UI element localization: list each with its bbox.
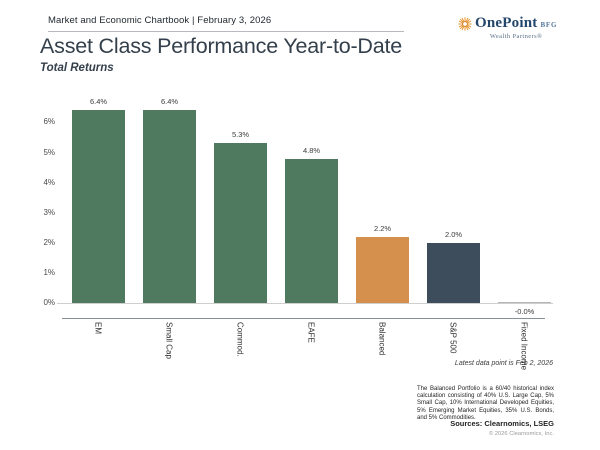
sources-line: Sources: Clearnomics, LSEG <box>450 419 554 428</box>
y-axis-tick-label: 0% <box>43 298 55 307</box>
y-axis-tick-label: 2% <box>43 237 55 247</box>
logo-text: OnePoint BFG Wealth Partners® <box>475 15 557 40</box>
logo-tagline: Wealth Partners® <box>489 33 543 40</box>
x-axis-category-label: Commod. <box>235 322 245 357</box>
balanced-portfolio-footnote: The Balanced Portfolio is a 60/40 histor… <box>417 386 554 421</box>
x-axis-baseline <box>57 303 553 304</box>
y-axis-tick-label: 6% <box>43 117 55 127</box>
header-divider <box>48 31 404 32</box>
x-axis-line <box>62 318 545 319</box>
bar-value-label: 2.2% <box>373 224 392 233</box>
bar-value-label: 4.8% <box>302 146 321 155</box>
bar-value-label: -0.0% <box>514 307 535 316</box>
x-axis-category-label: Small Cap <box>164 322 174 359</box>
x-axis-category-label: Balanced <box>377 322 387 356</box>
y-axis-tick-label: 1% <box>43 267 55 277</box>
bar-value-label: 6.4% <box>89 97 108 106</box>
page-title: Asset Class Performance Year-to-Date <box>40 34 403 58</box>
onepoint-logo: OnePoint BFG Wealth Partners® <box>458 15 557 40</box>
bar-s-p-500 <box>427 243 480 303</box>
bar-fixed-income <box>498 302 551 303</box>
bar-value-label: 6.4% <box>160 97 179 106</box>
bar-value-label: 5.3% <box>231 130 250 139</box>
x-axis-category-label: Fixed Income <box>519 322 529 371</box>
y-axis-tick-label: 4% <box>43 177 55 187</box>
bar-small-cap <box>143 110 196 303</box>
bar-value-label: 2.0% <box>444 230 463 239</box>
page-subtitle: Total Returns <box>40 62 114 74</box>
y-axis-tick-label: 3% <box>43 207 55 217</box>
copyright-line: © 2026 Clearnomics, Inc. <box>488 431 554 437</box>
y-axis-tick-label: 5% <box>43 147 55 157</box>
bar-em <box>72 110 125 303</box>
bar-balanced <box>356 237 409 303</box>
logo-name: OnePoint <box>475 15 538 31</box>
latest-data-note: Latest data point is Feb 2, 2026 <box>454 360 553 367</box>
x-axis-category-label: S&P 500 <box>448 322 458 354</box>
bar-commod <box>214 143 267 303</box>
sunburst-icon <box>458 17 472 36</box>
logo-suffix: BFG <box>540 21 558 29</box>
chartbook-header: Market and Economic Chartbook | February… <box>48 15 272 26</box>
x-axis-category-label: EAFE <box>306 322 316 343</box>
x-axis-category-label: EM <box>93 322 103 334</box>
bar-eafe <box>285 159 338 303</box>
